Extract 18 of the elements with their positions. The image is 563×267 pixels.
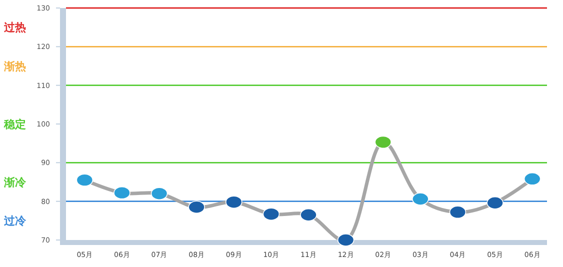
point [76, 174, 94, 186]
ref-line-label: 稳定 [3, 118, 26, 131]
point [337, 234, 354, 246]
point [486, 196, 504, 210]
ref-line-label: 过冷 [3, 214, 27, 228]
point [188, 200, 205, 214]
point [114, 186, 130, 200]
point [300, 208, 317, 222]
ref-line-label: 渐冷 [3, 176, 27, 189]
point [412, 192, 429, 206]
point [449, 206, 466, 219]
point [262, 208, 280, 220]
point [524, 172, 541, 186]
point [150, 187, 168, 200]
ref-line-label: 渐热 [3, 60, 26, 73]
ref-line-label: 过热 [3, 21, 26, 34]
point [374, 136, 392, 149]
point [225, 196, 242, 209]
